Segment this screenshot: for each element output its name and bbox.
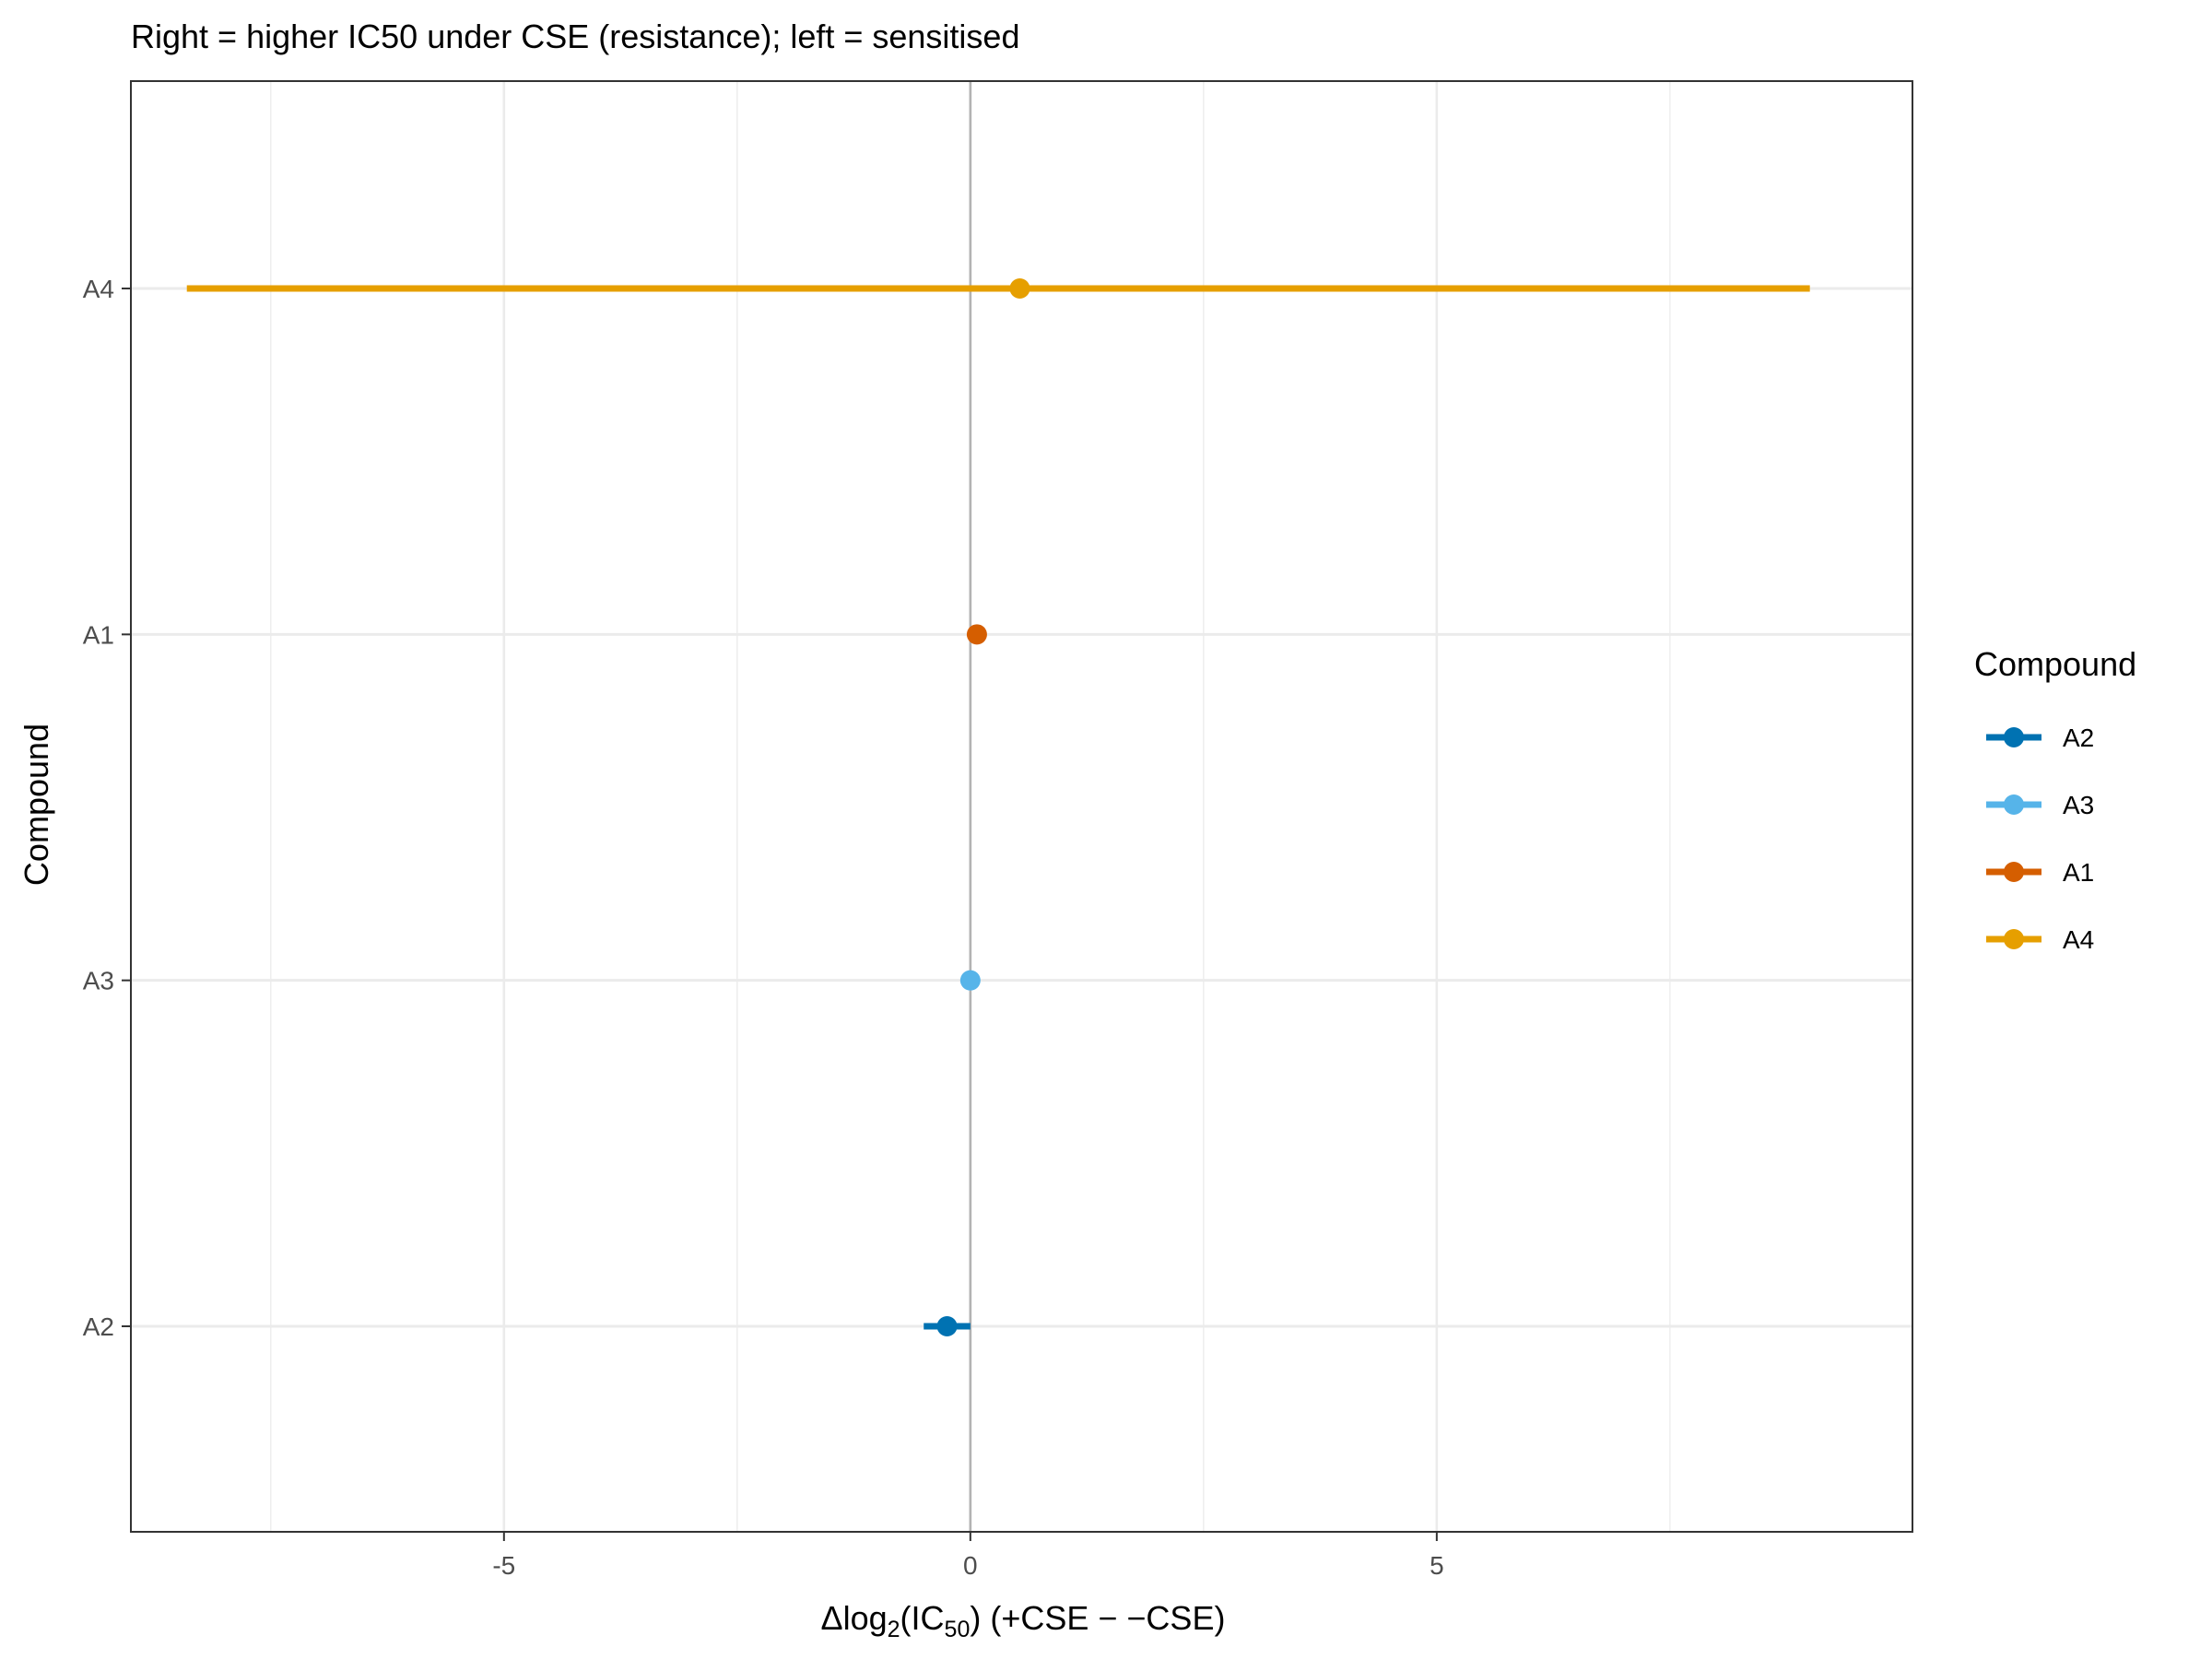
x-tick-label: 5: [1430, 1551, 1444, 1580]
y-tick-label: A2: [83, 1312, 114, 1341]
chart-subtitle: Right = higher IC50 under CSE (resistanc…: [131, 18, 1019, 55]
point-A2: [936, 1316, 958, 1336]
point-A3: [959, 970, 981, 991]
legend-entry: A4: [1986, 925, 2094, 954]
legend-entries: A2 A3 A1 A4: [1986, 724, 2094, 954]
legend-label: A3: [2063, 791, 2094, 819]
x-axis-title-mid: (IC: [900, 1599, 945, 1637]
marks-layer: [186, 278, 1810, 1336]
x-tick-label: -5: [492, 1551, 515, 1580]
legend-entry: A1: [1986, 858, 2094, 887]
legend-label: A2: [2063, 724, 2094, 752]
legend-key-point: [2004, 929, 2024, 949]
y-axis-title: Compound: [18, 724, 55, 886]
axis-layer: -5 0 5 A2 A3 A1 A4: [83, 275, 1444, 1580]
legend-key-point: [2004, 794, 2024, 815]
legend-label: A1: [2063, 858, 2094, 887]
x-axis-title-prefix: Δlog: [821, 1599, 888, 1637]
y-tick-label: A1: [83, 620, 114, 649]
legend-entry: A2: [1986, 724, 2094, 752]
x-tick-label: 0: [963, 1551, 978, 1580]
legend-title: Compound: [1974, 645, 2136, 683]
y-tick-label: A4: [83, 275, 114, 303]
x-axis-title-suffix: ) (+CSE − −CSE): [970, 1599, 1225, 1637]
legend-key-point: [2004, 727, 2024, 747]
point-A4: [1009, 278, 1030, 299]
legend-label: A4: [2063, 925, 2094, 954]
y-tick-label: A3: [83, 967, 114, 995]
x-axis-title-sub1: 2: [888, 1617, 900, 1642]
legend-entry: A3: [1986, 791, 2094, 819]
legend-key-point: [2004, 862, 2024, 882]
panel-border: [130, 80, 1913, 1533]
x-axis-title-sub2: 50: [945, 1617, 971, 1642]
point-A1: [966, 624, 987, 645]
x-axis-title: Δlog2(IC50) (+CSE − −CSE): [821, 1599, 1226, 1642]
legend: Compound A2 A3 A1 A4: [1974, 645, 2136, 954]
